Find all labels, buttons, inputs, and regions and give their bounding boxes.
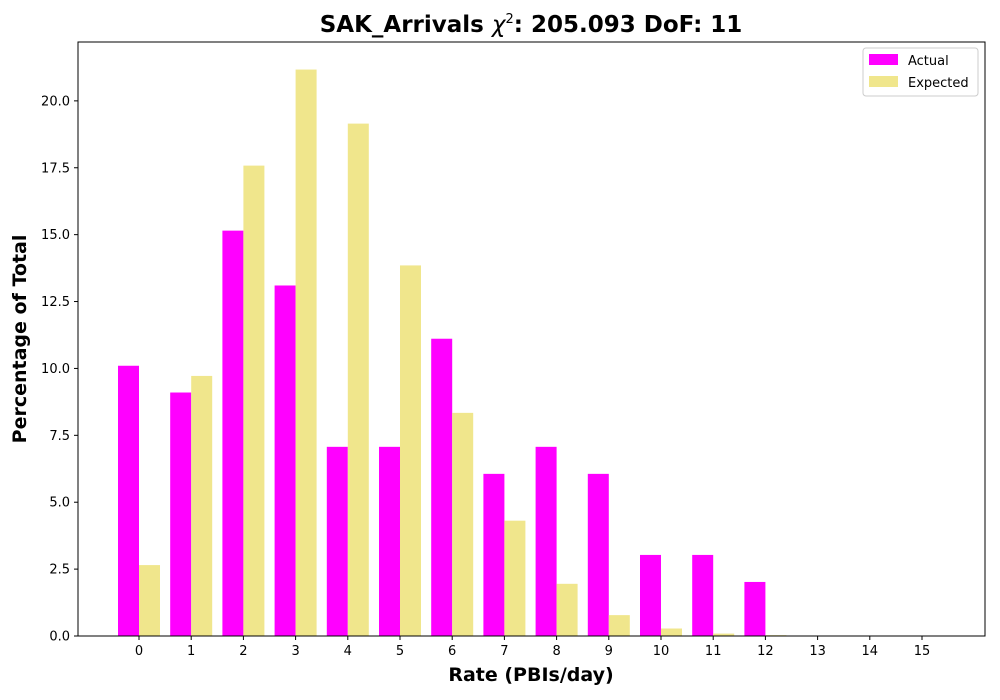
bar-actual-2 <box>222 230 244 636</box>
bar-expected-1 <box>191 375 213 636</box>
x-tick-label: 10 <box>653 644 670 659</box>
legend-label-expected: Expected <box>908 76 969 91</box>
x-tick-label: 12 <box>757 644 774 659</box>
x-tick-label: 6 <box>448 644 456 659</box>
bar-expected-7 <box>504 520 526 636</box>
bar-expected-6 <box>452 412 474 636</box>
chart-title-symbol: χ <box>490 12 507 38</box>
legend: Actual Expected <box>862 47 979 97</box>
bar-actual-9 <box>587 473 609 636</box>
bar-actual-0 <box>118 365 139 636</box>
y-tick-label: 10.0 <box>41 362 70 377</box>
bar-actual-10 <box>640 554 661 636</box>
bar-actual-5 <box>379 446 400 636</box>
chart-title-suffix: : 205.093 DoF: 11 <box>514 12 743 38</box>
bar-expected-4 <box>347 123 369 637</box>
bar-expected-2 <box>243 165 265 636</box>
plot-frame <box>77 41 986 637</box>
x-tick-label: 9 <box>605 644 613 659</box>
bar-actual-1 <box>170 392 192 636</box>
bar-expected-3 <box>295 69 317 637</box>
bar-actual-8 <box>535 446 557 636</box>
x-tick-label: 5 <box>396 644 404 659</box>
chart-title-prefix: SAK_Arrivals <box>320 12 492 38</box>
y-tick-label: 7.5 <box>49 429 70 444</box>
bar-expected-8 <box>556 583 578 636</box>
bar-actual-7 <box>483 473 505 636</box>
x-tick-label: 3 <box>291 644 299 659</box>
bar-expected-0 <box>139 565 160 636</box>
y-tick-label: 2.5 <box>49 563 70 578</box>
x-tick-label: 11 <box>705 644 722 659</box>
bar-expected-5 <box>400 265 421 636</box>
x-axis-ticks: 0 1 2 3 4 5 6 7 8 9 10 11 12 13 14 15 <box>135 636 930 659</box>
bar-actual-4 <box>326 446 348 636</box>
bar-actual-6 <box>431 338 453 636</box>
legend-label-actual: Actual <box>908 54 949 69</box>
y-tick-label: 17.5 <box>41 161 70 176</box>
y-axis-label: Percentage of Total <box>9 235 31 444</box>
x-tick-label: 15 <box>914 644 931 659</box>
bar-expected-11 <box>713 633 735 636</box>
x-tick-label: 7 <box>500 644 508 659</box>
x-tick-label: 2 <box>239 644 247 659</box>
chart-title-superscript: 2 <box>505 12 513 27</box>
y-tick-label: 20.0 <box>41 94 70 109</box>
legend-swatch-actual <box>869 54 898 65</box>
x-tick-label: 8 <box>552 644 560 659</box>
bars-layer <box>118 69 839 637</box>
bar-actual-12 <box>744 581 766 636</box>
x-tick-label: 4 <box>344 644 352 659</box>
bar-actual-3 <box>274 285 296 636</box>
x-tick-label: 13 <box>809 644 826 659</box>
y-tick-label: 5.0 <box>49 496 70 511</box>
y-axis-ticks: 0.0 2.5 5.0 7.5 10.0 12.5 15.0 17.5 20.0 <box>41 94 78 645</box>
y-tick-label: 0.0 <box>49 630 70 645</box>
bar-expected-9 <box>608 615 630 636</box>
y-tick-label: 15.0 <box>41 228 70 243</box>
x-axis-label: Rate (PBIs/day) <box>448 664 613 686</box>
chart-title: SAK_Arrivals χ2: 205.093 DoF: 11 <box>320 12 743 38</box>
x-tick-label: 1 <box>187 644 195 659</box>
legend-swatch-expected <box>869 76 898 87</box>
y-tick-label: 12.5 <box>41 295 70 310</box>
x-tick-label: 0 <box>135 644 143 659</box>
x-tick-label: 14 <box>862 644 879 659</box>
bar-expected-10 <box>661 628 682 636</box>
bar-actual-11 <box>692 554 714 636</box>
